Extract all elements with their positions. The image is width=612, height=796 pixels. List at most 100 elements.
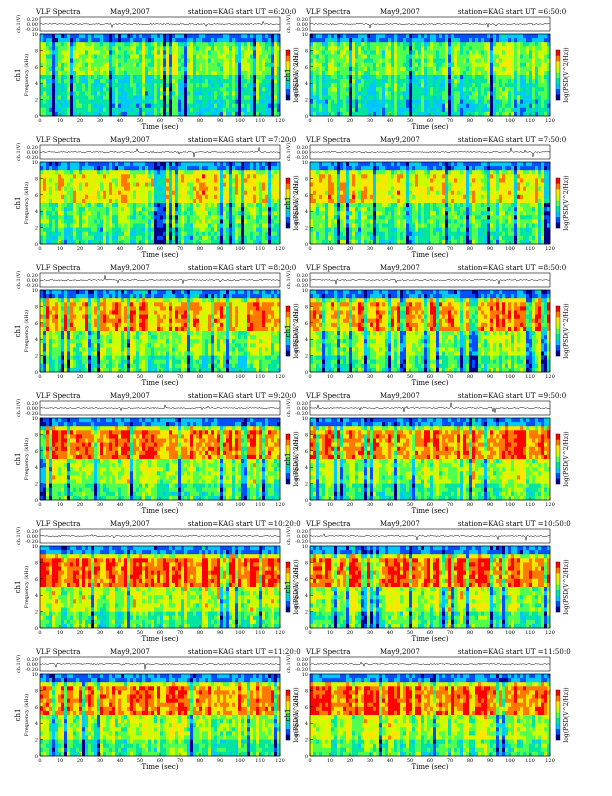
spectrogram-cell: [73, 240, 76, 244]
spectrogram-cell: [331, 50, 334, 54]
spectrogram-cell: [118, 174, 121, 178]
spectrogram-cell: [256, 104, 259, 108]
spectrogram-cell: [187, 34, 190, 38]
spectrogram-cell: [316, 112, 319, 116]
spectrogram-cell: [442, 91, 445, 95]
spectrogram-cell: [340, 91, 343, 95]
spectrogram-cell: [205, 96, 208, 100]
spectrogram-cell: [94, 59, 97, 63]
spectrogram-cell: [379, 55, 382, 59]
spectrogram-cell: [517, 83, 520, 87]
spectrogram-cell: [520, 96, 523, 100]
spectrogram-cell: [400, 46, 403, 50]
spectrogram-cell: [49, 96, 52, 100]
spectrogram-cell: [220, 178, 223, 182]
spectrogram-cell: [208, 183, 211, 187]
spectrogram-cell: [388, 63, 391, 67]
spectrogram-cell: [256, 191, 259, 195]
spectrogram-cell: [535, 67, 538, 71]
spectrogram-cell: [361, 75, 364, 79]
spectrogram-cell: [451, 63, 454, 67]
spectrogram-cell: [70, 211, 73, 215]
spectrogram-cell: [232, 174, 235, 178]
spectrogram-cell: [232, 108, 235, 112]
spectrogram-cell: [166, 42, 169, 46]
spectrogram-cell: [241, 71, 244, 75]
spectrogram-cell: [97, 91, 100, 95]
spectrogram-cell: [460, 96, 463, 100]
spectrogram-cell: [511, 59, 514, 63]
spectrogram-cell: [184, 191, 187, 195]
spectrogram-cell: [199, 91, 202, 95]
spectrogram-cell: [40, 96, 43, 100]
spectrogram-cell: [112, 75, 115, 79]
spectrogram-cell: [244, 91, 247, 95]
spectrogram-cell: [157, 199, 160, 203]
spectrogram-cell: [202, 63, 205, 67]
spectrogram-cell: [139, 38, 142, 42]
spectrogram-cell: [76, 211, 79, 215]
spectrogram-cell: [199, 100, 202, 104]
spectrogram-cell: [241, 59, 244, 63]
spectrogram-cell: [208, 34, 211, 38]
spectrogram-cell: [394, 55, 397, 59]
spectrogram-cell: [406, 100, 409, 104]
spectrogram-cell: [385, 83, 388, 87]
spectrogram-cell: [202, 170, 205, 174]
spectrogram-cell: [526, 46, 529, 50]
spectrogram-cell: [223, 79, 226, 83]
spectrogram-cell: [196, 112, 199, 116]
spectrogram-cell: [148, 71, 151, 75]
spectrogram-cell: [265, 219, 268, 223]
panel-header-start: station=KAG start UT =6:20:0: [188, 8, 296, 16]
spectrogram-cell: [49, 203, 52, 207]
spectrogram-cell: [499, 42, 502, 46]
spectrogram-cell: [271, 240, 274, 244]
spectrogram-cell: [91, 211, 94, 215]
spectrogram-cell: [124, 191, 127, 195]
spectrogram-cell: [40, 228, 43, 232]
spectrogram-cell: [406, 38, 409, 42]
spectrogram-cell: [454, 63, 457, 67]
spectrogram-cell: [172, 96, 175, 100]
spectrogram-cell: [172, 170, 175, 174]
spectrogram-cell: [151, 112, 154, 116]
spectrogram-cell: [121, 87, 124, 91]
spectrogram-cell: [148, 104, 151, 108]
spectrogram-cell: [52, 191, 55, 195]
spectrogram-cell: [175, 42, 178, 46]
spectrogram-cell: [211, 195, 214, 199]
spectrogram-cell: [367, 96, 370, 100]
spectrogram-cell: [493, 71, 496, 75]
spectrogram-cell: [478, 100, 481, 104]
spectrogram-cell: [217, 183, 220, 187]
spectrogram-cell: [142, 203, 145, 207]
spectrogram-cell: [187, 232, 190, 236]
spectrogram-cell: [271, 207, 274, 211]
spectrogram-cell: [241, 178, 244, 182]
spectrogram-cell: [115, 195, 118, 199]
spectrogram-cell: [526, 108, 529, 112]
spectrogram-cell: [64, 162, 67, 166]
spectrogram-cell: [529, 55, 532, 59]
spectrogram-cell: [388, 83, 391, 87]
x-axis-label: Time (sec): [141, 251, 178, 259]
spectrogram-cell: [85, 79, 88, 83]
spectrogram-cell: [541, 50, 544, 54]
spectrogram-cell: [247, 219, 250, 223]
spectrogram-cell: [358, 46, 361, 50]
spectrogram-cell: [118, 240, 121, 244]
spectrogram-cell: [85, 187, 88, 191]
spectrogram-cell: [361, 50, 364, 54]
spectrogram-cell: [118, 183, 121, 187]
spectrogram-cell: [103, 59, 106, 63]
spectrogram-cell: [55, 166, 58, 170]
spectrogram-cell: [247, 207, 250, 211]
spectrogram-cell: [397, 71, 400, 75]
spectrogram-cell: [103, 228, 106, 232]
spectrogram-cell: [499, 67, 502, 71]
spectrogram-cell: [118, 170, 121, 174]
spectrogram-cell: [346, 100, 349, 104]
spectrogram-cell: [154, 55, 157, 59]
spectrogram-cell: [505, 71, 508, 75]
